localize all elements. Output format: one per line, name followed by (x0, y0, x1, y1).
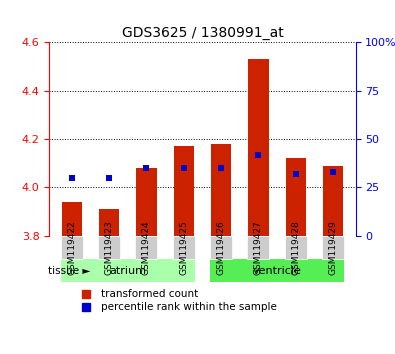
Text: ventricle: ventricle (253, 266, 301, 276)
FancyBboxPatch shape (173, 236, 195, 259)
FancyBboxPatch shape (210, 236, 232, 259)
Text: GSM119425: GSM119425 (179, 220, 188, 275)
Text: GSM119426: GSM119426 (216, 220, 226, 275)
Text: atrium: atrium (109, 266, 146, 276)
Bar (62, 202, 82, 236)
FancyBboxPatch shape (247, 236, 269, 259)
Title: GDS3625 / 1380991_at: GDS3625 / 1380991_at (122, 26, 283, 40)
Text: GSM119428: GSM119428 (291, 220, 300, 275)
Text: percentile rank within the sample: percentile rank within the sample (102, 302, 277, 312)
FancyBboxPatch shape (210, 259, 344, 282)
Text: GSM119429: GSM119429 (329, 220, 338, 275)
Bar (286, 159, 306, 236)
Text: GSM119424: GSM119424 (142, 220, 151, 275)
Bar (173, 147, 194, 236)
Text: GSM119423: GSM119423 (105, 220, 114, 275)
Text: tissue ►: tissue ► (47, 266, 90, 276)
Bar (211, 144, 231, 236)
FancyBboxPatch shape (61, 236, 83, 259)
FancyBboxPatch shape (98, 236, 120, 259)
Bar (323, 166, 343, 236)
FancyBboxPatch shape (285, 236, 307, 259)
FancyBboxPatch shape (61, 259, 195, 282)
FancyBboxPatch shape (135, 236, 158, 259)
Bar (136, 168, 157, 236)
Text: GSM119427: GSM119427 (254, 220, 263, 275)
Text: transformed count: transformed count (102, 289, 199, 299)
Bar (99, 209, 119, 236)
Bar (248, 59, 269, 236)
Text: GSM119422: GSM119422 (67, 220, 76, 275)
FancyBboxPatch shape (322, 236, 344, 259)
